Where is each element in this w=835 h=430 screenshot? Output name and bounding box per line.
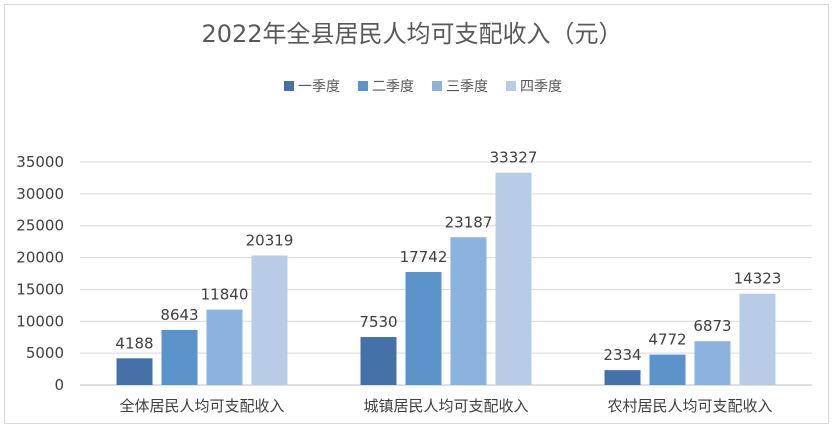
y-tick-label: 5000 — [26, 344, 64, 362]
bar — [604, 370, 641, 385]
x-category-label: 全体居民人均可支配收入 — [119, 397, 284, 415]
bar — [694, 341, 731, 385]
bar — [161, 329, 198, 385]
bar — [450, 237, 487, 385]
data-label: 2334 — [603, 346, 641, 364]
legend-label: 一季度 — [298, 79, 340, 95]
chart-legend: 一季度 二季度 三季度 四季度 — [284, 79, 562, 95]
chart-title: 2022年全县居民人均可支配收入（元） — [201, 20, 622, 48]
y-tick-label: 35000 — [16, 153, 64, 171]
y-tick-label: 30000 — [16, 185, 64, 203]
data-label: 6873 — [693, 317, 731, 335]
legend-label: 二季度 — [372, 79, 414, 95]
data-label: 4772 — [648, 331, 686, 349]
data-label: 4188 — [115, 334, 153, 352]
legend-swatch — [432, 81, 442, 91]
data-label: 17742 — [400, 248, 448, 266]
bar — [360, 337, 397, 385]
data-label: 20319 — [246, 232, 294, 250]
data-label: 23187 — [445, 213, 493, 231]
x-category-label: 农村居民人均可支配收入 — [607, 397, 772, 415]
x-category-label: 城镇居民人均可支配收入 — [363, 397, 528, 415]
y-tick-label: 10000 — [16, 312, 64, 330]
legend-swatch — [506, 81, 516, 91]
bar — [116, 358, 153, 385]
bar — [495, 172, 532, 385]
grid-lines — [80, 161, 812, 386]
bar — [206, 309, 243, 385]
bar — [251, 255, 288, 385]
legend-swatch — [358, 81, 368, 91]
bar — [405, 271, 442, 385]
x-axis: 全体居民人均可支配收入 城镇居民人均可支配收入 农村居民人均可支配收入 — [119, 397, 772, 415]
legend-label: 三季度 — [446, 79, 488, 95]
bar — [649, 354, 686, 385]
data-label: 8643 — [160, 306, 198, 324]
data-label: 33327 — [490, 149, 538, 167]
data-label: 11840 — [201, 286, 249, 304]
y-tick-label: 0 — [54, 376, 64, 394]
legend-label: 四季度 — [520, 79, 562, 95]
y-tick-label: 20000 — [16, 249, 64, 267]
data-label: 7530 — [359, 313, 397, 331]
y-tick-label: 15000 — [16, 280, 64, 298]
bar — [739, 293, 776, 385]
data-label: 14323 — [734, 270, 782, 288]
legend-swatch — [284, 81, 294, 91]
y-tick-label: 25000 — [16, 217, 64, 235]
y-axis: 0 5000 10000 15000 20000 25000 30000 35000 — [16, 153, 64, 394]
